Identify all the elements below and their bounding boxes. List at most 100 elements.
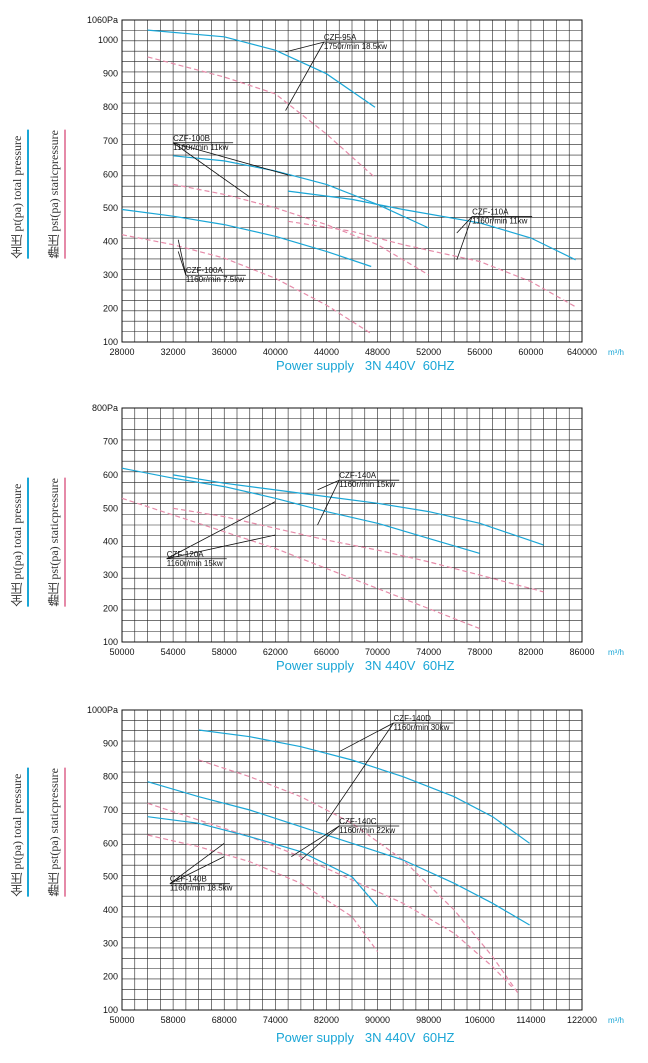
static-pressure-line <box>121 497 481 630</box>
model-spec-label: 1160r/min 22kw <box>339 826 395 835</box>
x-tick-label: 62000 <box>263 647 288 657</box>
annotation-leader-line <box>317 479 340 491</box>
annotation-leader-line <box>177 251 187 276</box>
annotation-leader-line <box>285 41 325 111</box>
annotation-leader-line <box>291 825 340 858</box>
annotation-leader-line <box>166 534 276 560</box>
x-tick-label: 74000 <box>416 647 441 657</box>
annotation-leader-line <box>166 501 276 560</box>
y-tick-label: 1060Pa <box>87 15 118 25</box>
y-tick-label: 700 <box>103 136 118 146</box>
y-tick-label: 300 <box>103 938 118 948</box>
static-pressure-line <box>147 802 513 988</box>
y-tick-label: 500 <box>103 203 118 213</box>
y-tick-label: 100 <box>103 337 118 347</box>
y-label-total-pressure: 全压 pt(pa) total pressure <box>6 130 29 259</box>
y-label-static-pressure: 静压 pst(pa) staticpressure <box>43 130 66 259</box>
annotation-leader-line <box>456 216 473 234</box>
y-tick-label: 800 <box>103 772 118 782</box>
y-tick-label: 200 <box>103 604 118 614</box>
x-unit-label: m³/h <box>608 1016 624 1025</box>
y-tick-label: 800 <box>103 102 118 112</box>
y-tick-label: 900 <box>103 738 118 748</box>
x-tick-label: 54000 <box>161 647 186 657</box>
y-label-static-pressure: 静压 pst(pa) staticpressure <box>43 478 66 607</box>
model-name-label: CZF-140D <box>394 714 432 723</box>
y-tick-label: 700 <box>103 805 118 815</box>
model-spec-label: 1160r/min 30kw <box>394 723 450 732</box>
static-pressure-line <box>147 834 379 953</box>
x-tick-label: 58000 <box>212 647 237 657</box>
x-tick-label: 28000 <box>109 347 134 357</box>
chart-panel-2: 50000 54000 58000 62000 66000 70000 74000 78000… <box>0 390 648 695</box>
chart-svg: 50000 54000 58000 62000 66000 70000 74000 78000… <box>92 403 624 657</box>
x-tick-label: 68000 <box>212 1015 237 1025</box>
model-spec-label: 1160r/min 15kw <box>339 480 395 489</box>
y-tick-label: 100 <box>103 637 118 647</box>
y-tick-label: 200 <box>103 303 118 313</box>
x-axis-title: Power supply 3N 440V 60HZ <box>276 358 455 373</box>
total-pressure-line <box>173 155 429 229</box>
y-tick-label: 700 <box>103 436 118 446</box>
x-tick-label: 66000 <box>314 647 339 657</box>
x-tick-label: 32000 <box>161 347 186 357</box>
x-tick-label: 44000 <box>314 347 339 357</box>
x-tick-label: 36000 <box>212 347 237 357</box>
x-tick-label: 48000 <box>365 347 390 357</box>
annotation-leader-line <box>300 825 340 861</box>
x-tick-label: 90000 <box>365 1015 390 1025</box>
y-tick-label: 300 <box>103 270 118 280</box>
y-tick-label: 400 <box>103 236 118 246</box>
model-name-label: CZF-110A <box>472 208 509 217</box>
x-tick-label: 106000 <box>465 1015 495 1025</box>
y-tick-label: 600 <box>103 470 118 480</box>
x-tick-label: 58000 <box>161 1015 186 1025</box>
annotation-leader-line <box>285 41 324 53</box>
annotation-leader-line <box>169 856 225 885</box>
y-tick-label: 600 <box>103 169 118 179</box>
model-name-label: CZF-100B <box>173 134 210 143</box>
x-tick-label: 82000 <box>518 647 543 657</box>
y-tick-label: 500 <box>103 503 118 513</box>
annotation-leader-line <box>339 722 394 753</box>
model-spec-label: 1160r/min 11kw <box>173 143 229 152</box>
model-name-label: CZF-140C <box>339 817 377 826</box>
model-name-label: CZF-140B <box>170 875 207 884</box>
total-pressure-line <box>288 190 576 261</box>
chart-panel-1: 28000 32000 36000 40000 44000 48000 52000 56000… <box>0 0 648 385</box>
model-name-label: CZF-140A <box>339 471 377 480</box>
plot-frame <box>121 407 583 643</box>
x-tick-label: 82000 <box>314 1015 339 1025</box>
y-tick-label: 600 <box>103 838 118 848</box>
annotation-leader-line <box>456 216 473 260</box>
static-pressure-line <box>288 220 576 308</box>
total-pressure-line <box>147 816 379 908</box>
plot-frame <box>121 709 583 1011</box>
x-tick-label: 40000 <box>263 347 288 357</box>
total-pressure-line <box>173 474 544 546</box>
y-tick-label: 900 <box>103 69 118 79</box>
chart-svg: 28000 32000 36000 40000 44000 48000 52000 56000… <box>87 15 624 357</box>
y-tick-label: 400 <box>103 905 118 915</box>
annotation-leader-line <box>177 239 187 276</box>
y-tick-label: 800Pa <box>92 403 118 413</box>
annotation-leader-line <box>172 142 251 198</box>
x-unit-label: m³/h <box>608 648 624 657</box>
y-label-static-pressure: 静压 pst(pa) staticpressure <box>43 768 66 897</box>
x-unit-label: m³/h <box>608 348 624 357</box>
y-label-total-pressure: 全压 pt(pa) total pressure <box>6 768 29 897</box>
x-axis-title: Power supply 3N 440V 60HZ <box>276 658 455 673</box>
model-spec-label: 1750r/min 18.5kw <box>324 42 387 51</box>
x-tick-label: 52000 <box>416 347 441 357</box>
x-tick-label: 60000 <box>518 347 543 357</box>
x-tick-label: 114000 <box>516 1015 545 1025</box>
grid <box>121 709 583 1011</box>
model-name-label: CZF-95A <box>324 33 357 42</box>
y-tick-label: 100 <box>103 1005 118 1015</box>
y-tick-label: 200 <box>103 972 118 982</box>
x-tick-label: 86000 <box>569 647 594 657</box>
